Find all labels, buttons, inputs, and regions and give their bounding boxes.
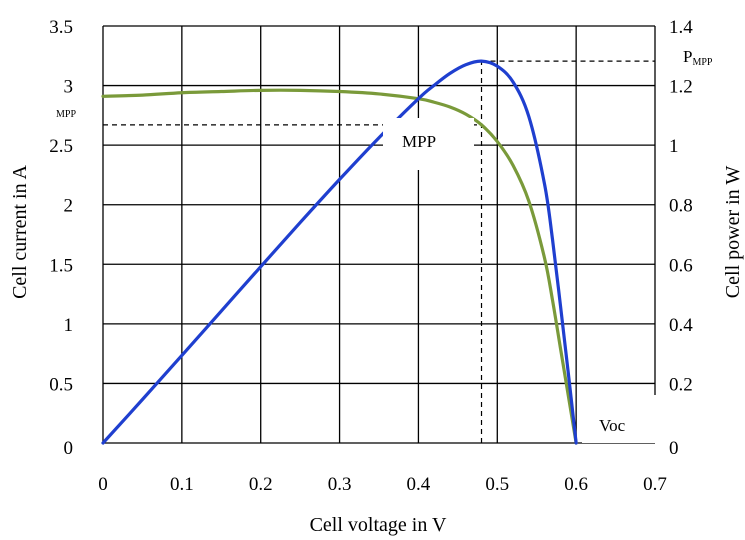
y-left-tick-label: 0 (64, 438, 74, 459)
y-right-tick-label: 0.6 (669, 255, 693, 276)
y-right-tick-label: 1 (669, 136, 679, 157)
x-tick-label: 0.1 (170, 474, 194, 495)
x-tick-label: 0.7 (643, 474, 667, 495)
voc-label: Voc (599, 416, 626, 435)
pmpp-label: PMPP (683, 47, 713, 68)
y-right-tick-label: 1.2 (669, 77, 693, 98)
y-left-tick-label: 1 (64, 315, 74, 336)
x-tick-label: 0.5 (485, 474, 509, 495)
y-left-tick-label: 2 (64, 196, 74, 217)
y-right-tick-label: 1.4 (669, 17, 693, 38)
mpp-guide-lines (103, 59, 655, 443)
power-curve-line (101, 59, 578, 445)
x-axis-title: Cell voltage in V (310, 514, 447, 536)
x-tick-labels: 0 0.1 0.2 0.3 0.4 0.5 0.6 0.7 (98, 474, 667, 495)
mpp-label: MPP (402, 132, 436, 151)
impp-label: MPP (56, 109, 76, 120)
pmpp-label-main: P (683, 47, 692, 66)
y-right-tick-label: 0.4 (669, 315, 693, 336)
x-tick-label: 0.4 (407, 474, 431, 495)
y-right-tick-labels: 0 0.2 0.4 0.6 0.8 1 1.2 1.4 (669, 17, 693, 459)
x-tick-label: 0.2 (249, 474, 273, 495)
x-tick-label: 0.3 (328, 474, 352, 495)
y-left-axis-title: Cell current in A (9, 165, 31, 299)
current-curve-line (101, 88, 578, 445)
y-left-tick-label: 3.5 (49, 17, 73, 38)
y-right-tick-label: 0.2 (669, 374, 693, 395)
y-right-axis-title: Cell power in W (722, 166, 744, 299)
grid-lines (102, 25, 656, 444)
y-left-tick-label: 3 (64, 77, 74, 98)
y-right-tick-label: 0 (669, 438, 679, 459)
voc-label-box (582, 395, 665, 443)
mpp-label-box (383, 118, 474, 170)
y-left-tick-label: 0.5 (49, 374, 73, 395)
x-tick-label: 0 (98, 474, 108, 495)
y-left-tick-label: 2.5 (49, 136, 73, 157)
y-right-tick-label: 0.8 (669, 196, 693, 217)
pmpp-label-sub: MPP (692, 57, 712, 68)
x-tick-label: 0.6 (564, 474, 588, 495)
y-left-tick-label: 1.5 (49, 255, 73, 276)
y-left-tick-labels: 0 0.5 1 1.5 2 2.5 3 3.5 (49, 17, 73, 459)
series-lines (101, 59, 578, 445)
